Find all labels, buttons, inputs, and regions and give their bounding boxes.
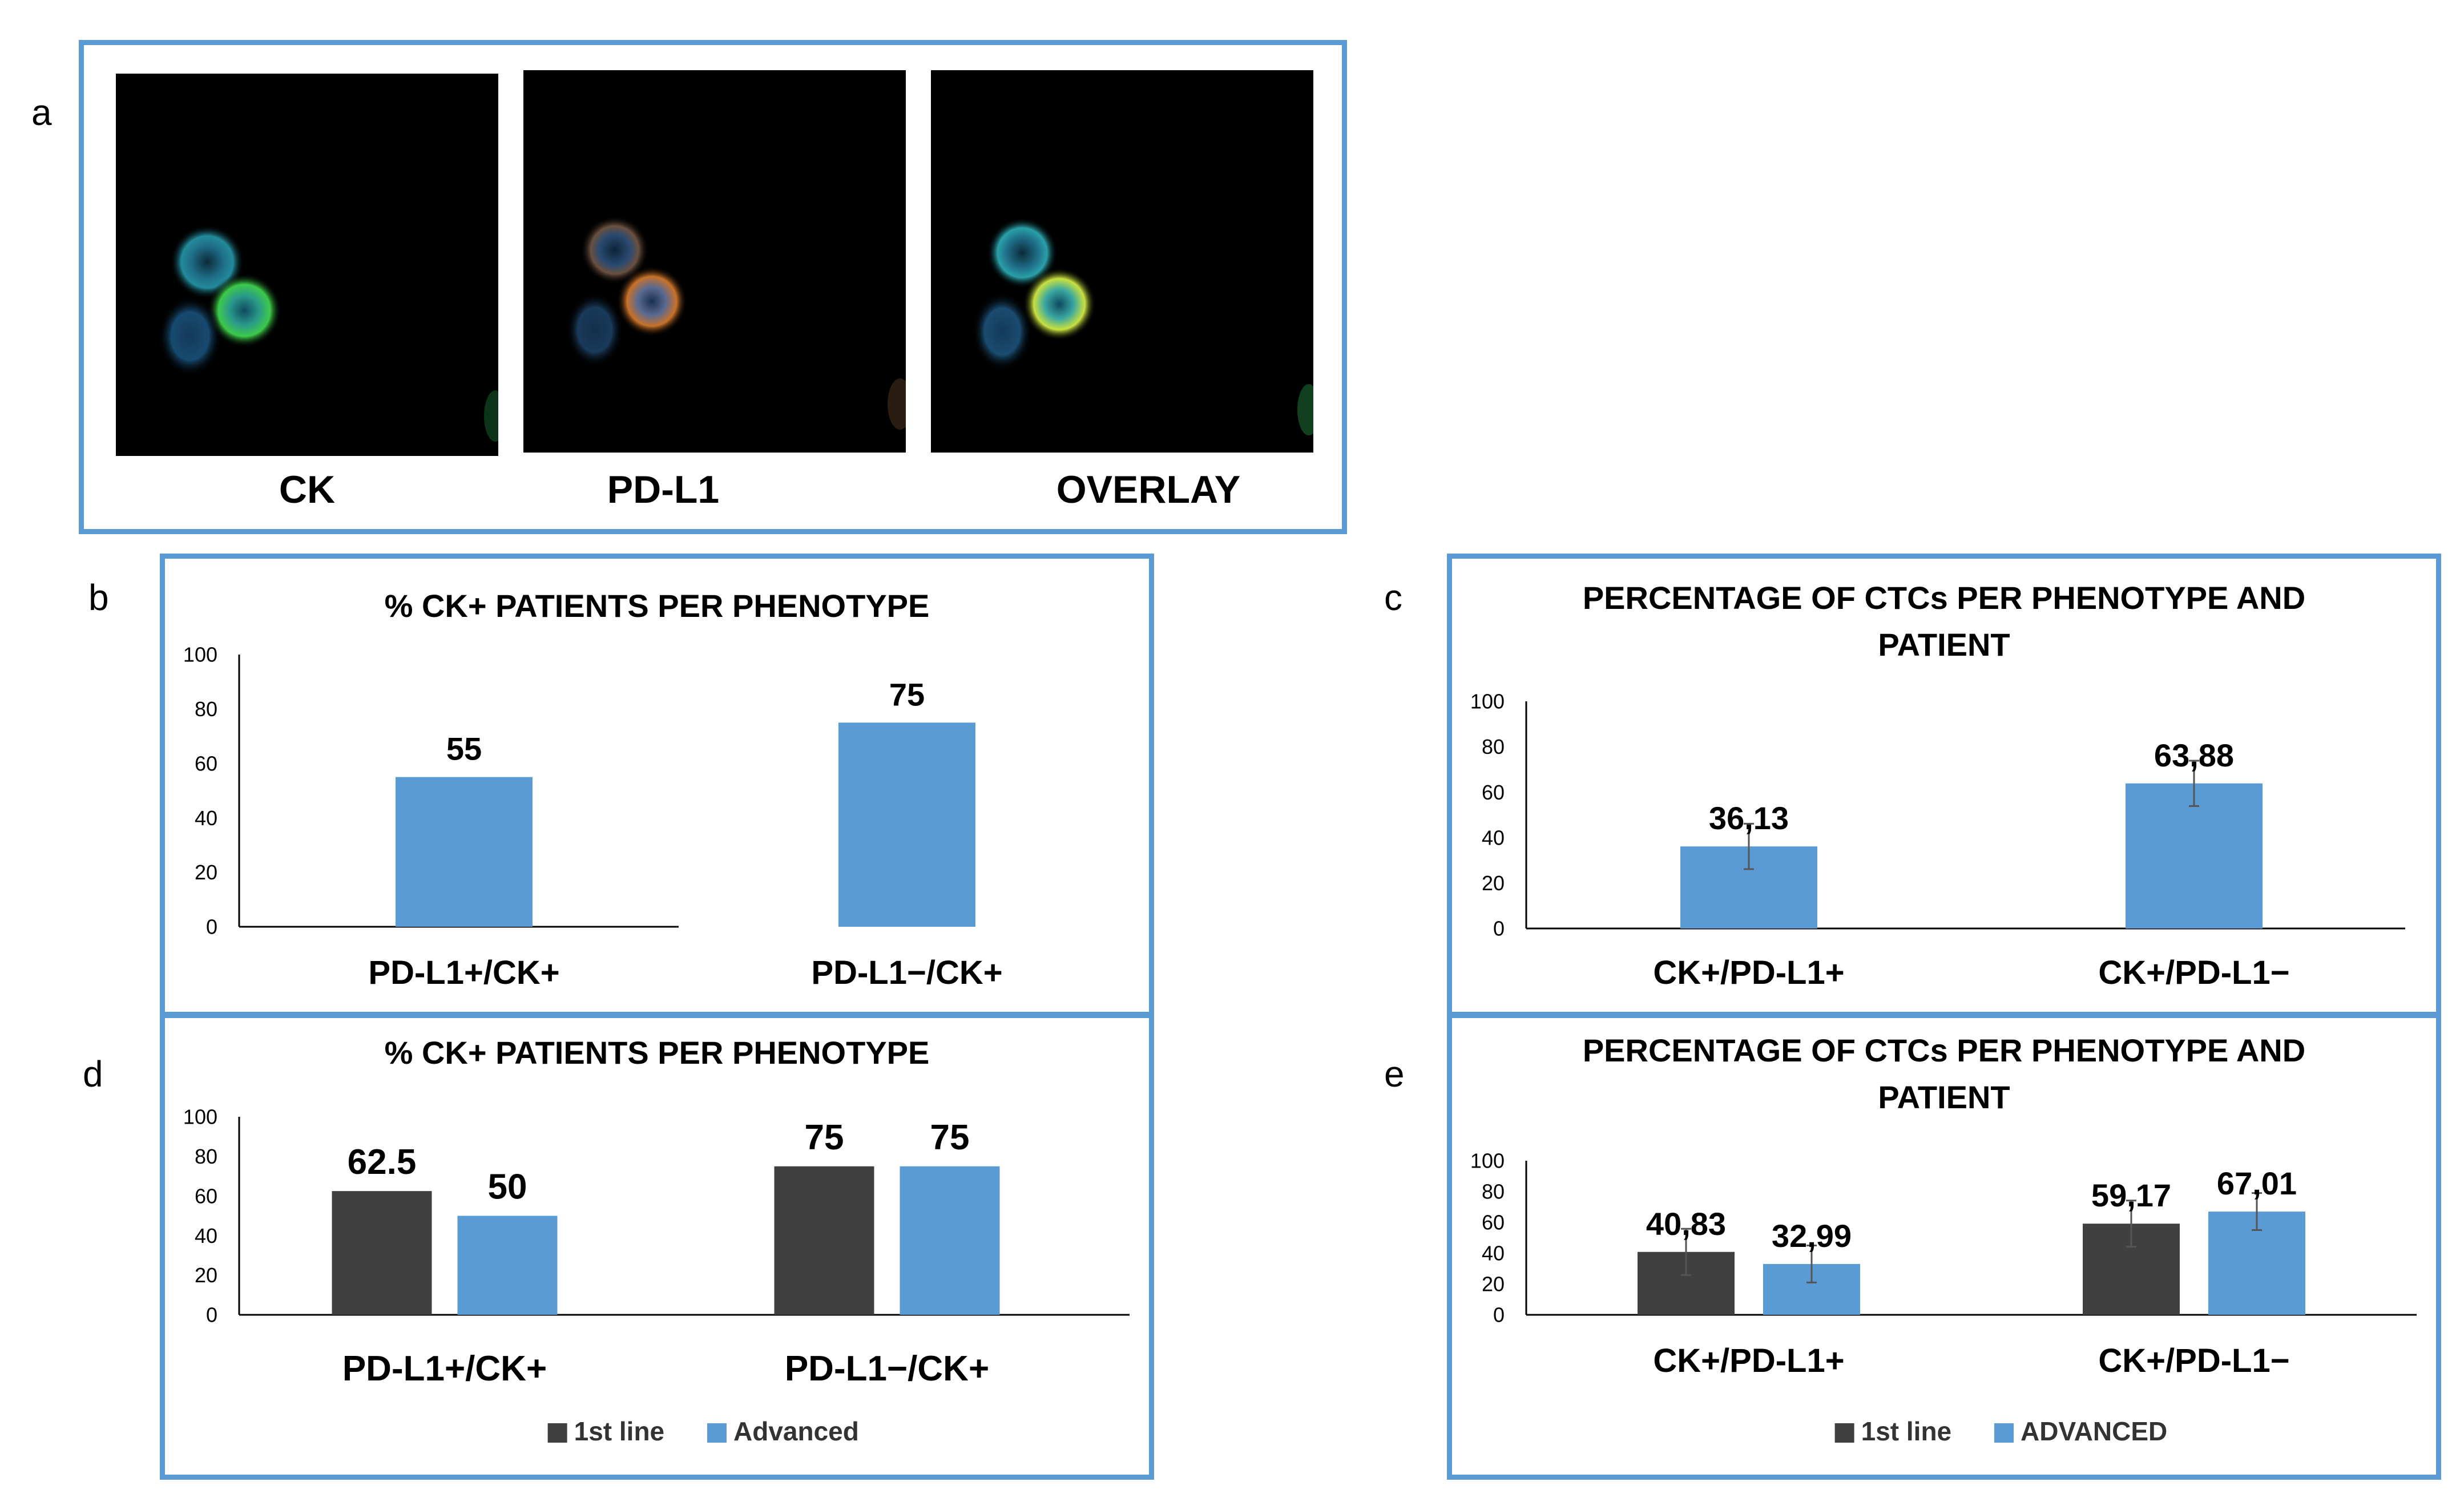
category-label: CK+/PD-L1+ xyxy=(1653,1342,1844,1379)
y-tick-label: 80 xyxy=(195,1145,217,1168)
panel-c-frame: PERCENTAGE OF CTCs PER PHENOTYPE AND PAT… xyxy=(1447,554,2441,1017)
chart-b: 0 20 40 60 80 100 55 75 PD-L1+/CK+ PD-L1−/CK+ xyxy=(183,643,1003,991)
chart-d-title: % CK+ PATIENTS PER PHENOTYPE xyxy=(384,1035,930,1071)
bar xyxy=(457,1216,558,1315)
data-label: 62.5 xyxy=(348,1142,417,1182)
bar xyxy=(2126,783,2263,928)
bar xyxy=(396,777,533,927)
bar xyxy=(900,1166,1000,1315)
y-tick-label: 80 xyxy=(1482,735,1505,758)
micro-label-pdl1: PD-L1 xyxy=(607,468,720,511)
y-tick-label: 80 xyxy=(195,697,217,721)
bar xyxy=(838,722,975,927)
data-label: 75 xyxy=(889,676,925,712)
category-label: CK+/PD-L1− xyxy=(2098,1342,2289,1379)
y-tick-label: 60 xyxy=(1482,781,1505,804)
panel-letter-b: b xyxy=(88,577,109,618)
chart-d: 0 20 40 60 80 100 62.5 75 50 75 PD-L1+/CK+ PD-L1−/C… xyxy=(183,1105,1130,1446)
data-label: 59,17 xyxy=(2091,1177,2171,1213)
chart-b-title: % CK+ PATIENTS PER PHENOTYPE xyxy=(384,588,930,624)
y-tick-label: 100 xyxy=(183,643,217,667)
panel-d-frame: % CK+ PATIENTS PER PHENOTYPE 0 20 40 60 80 10… xyxy=(160,1013,1154,1480)
y-tick-label: 40 xyxy=(195,806,217,830)
y-tick-label: 60 xyxy=(195,1184,217,1208)
category-label: PD-L1−/CK+ xyxy=(811,954,1002,991)
y-tick-label: 40 xyxy=(195,1224,217,1247)
y-tick-label: 40 xyxy=(1482,1242,1505,1265)
category-label: PD-L1−/CK+ xyxy=(785,1349,989,1388)
micro-image-overlay xyxy=(931,70,1313,453)
data-label: 63,88 xyxy=(2154,737,2234,773)
y-tick-label: 60 xyxy=(195,752,217,775)
y-tick-label: 20 xyxy=(1482,1273,1505,1296)
panel-b-frame: % CK+ PATIENTS PER PHENOTYPE 0 20 40 60 80 10… xyxy=(160,554,1154,1017)
y-tick-label: 0 xyxy=(206,1303,217,1327)
chart-c: 0 20 40 60 80 100 36,13 63,88 CK+/PD-L1+ CK+/PD-L… xyxy=(1470,690,2405,991)
y-tick-label: 100 xyxy=(183,1105,217,1129)
legend-swatch xyxy=(547,1423,567,1443)
y-tick-label: 100 xyxy=(1470,1149,1505,1173)
y-tick-label: 20 xyxy=(195,861,217,884)
y-tick-label: 40 xyxy=(1482,826,1505,849)
data-label: 55 xyxy=(446,731,482,767)
micro-label-overlay: OVERLAY xyxy=(1056,468,1241,511)
data-label: 40,83 xyxy=(1646,1206,1726,1242)
y-tick-label: 20 xyxy=(195,1263,217,1287)
y-tick-label: 100 xyxy=(1470,690,1505,713)
legend-label: Advanced xyxy=(733,1416,859,1446)
micro-image-pdl1 xyxy=(523,70,906,453)
bar xyxy=(774,1166,874,1315)
category-label: PD-L1+/CK+ xyxy=(368,954,559,991)
data-label: 75 xyxy=(930,1118,970,1157)
y-tick-label: 0 xyxy=(206,915,217,939)
data-label: 32,99 xyxy=(1772,1218,1852,1254)
chart-c-title: PERCENTAGE OF CTCs PER PHENOTYPE AND PAT… xyxy=(1582,580,2306,663)
category-label: CK+/PD-L1− xyxy=(2098,954,2289,991)
panel-a-frame: CK PD-L1 OVERLAY xyxy=(79,40,1347,534)
micro-image-ck xyxy=(116,74,498,456)
panel-letter-c: c xyxy=(1384,577,1402,618)
micro-label-ck: CK xyxy=(279,468,336,511)
data-label: 75 xyxy=(805,1118,844,1157)
legend-swatch xyxy=(1994,1423,2014,1443)
panel-letter-a: a xyxy=(31,92,52,133)
panel-letter-d: d xyxy=(83,1053,103,1095)
legend-label: ADVANCED xyxy=(2021,1416,2167,1446)
chart-e-title: PERCENTAGE OF CTCs PER PHENOTYPE AND PAT… xyxy=(1582,1032,2306,1115)
category-label: CK+/PD-L1+ xyxy=(1653,954,1844,991)
bar xyxy=(332,1191,432,1315)
y-tick-label: 0 xyxy=(1493,1303,1505,1327)
category-label: PD-L1+/CK+ xyxy=(342,1349,547,1388)
chart-e: 0 20 40 60 80 100 40,83 59,17 32,99 67,01 CK+/PD-L… xyxy=(1470,1149,2417,1446)
legend-swatch xyxy=(1834,1423,1854,1443)
legend-label: 1st line xyxy=(1861,1416,1952,1446)
panel-letter-e: e xyxy=(1384,1053,1405,1095)
panel-e-frame: PERCENTAGE OF CTCs PER PHENOTYPE AND PAT… xyxy=(1447,1013,2441,1480)
legend-swatch xyxy=(707,1423,727,1443)
data-label: 50 xyxy=(488,1168,527,1207)
data-label: 67,01 xyxy=(2217,1165,2297,1201)
y-tick-label: 80 xyxy=(1482,1180,1505,1204)
y-tick-label: 60 xyxy=(1482,1211,1505,1234)
legend-label: 1st line xyxy=(574,1416,665,1446)
y-tick-label: 20 xyxy=(1482,871,1505,895)
data-label: 36,13 xyxy=(1709,800,1789,836)
y-tick-label: 0 xyxy=(1493,917,1505,940)
